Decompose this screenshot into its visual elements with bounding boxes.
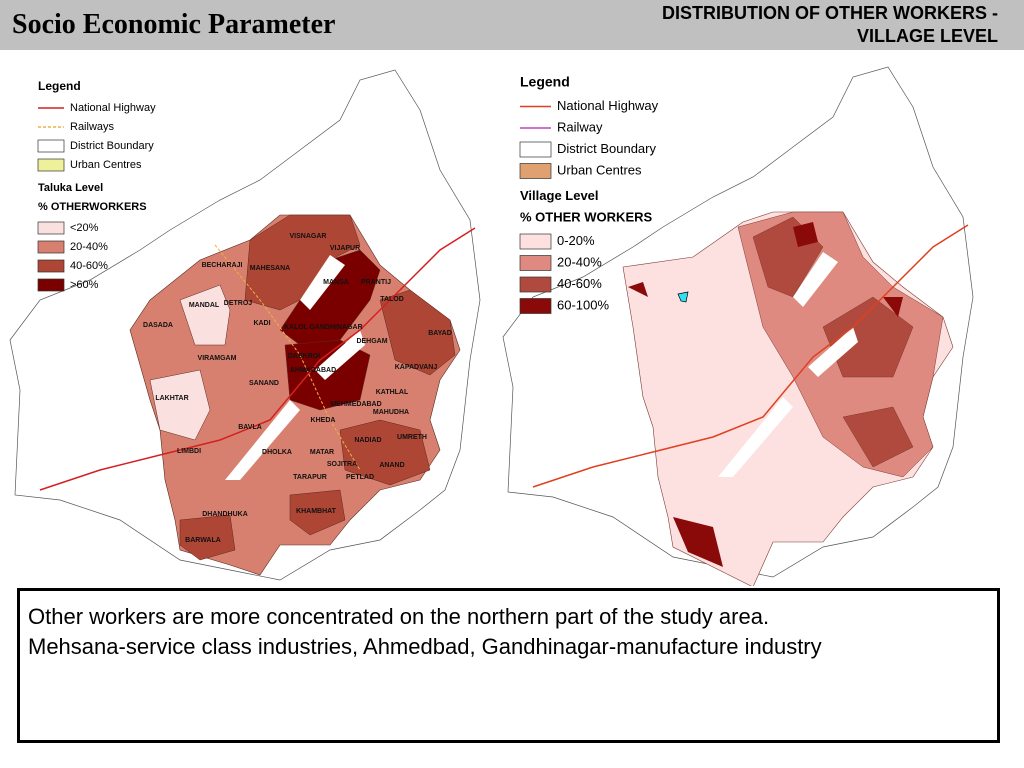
taluka-label: KATHLAL <box>376 389 409 396</box>
legend-swatch <box>519 255 552 271</box>
region <box>289 489 346 536</box>
taluka-label: KALOL <box>284 324 309 331</box>
taluka-label: MAHUDHA <box>373 409 409 416</box>
taluka-label: VISNAGAR <box>290 233 327 240</box>
legend-label: Urban Centres <box>70 159 142 171</box>
highlight <box>677 291 689 303</box>
taluka-label: DHANDHUKA <box>202 511 248 518</box>
legend-label: >60% <box>70 279 99 291</box>
legend-swatch <box>519 163 552 179</box>
taluka-label: SANAND <box>249 380 279 387</box>
legend-label: 20-40% <box>557 254 602 269</box>
left-map <box>9 69 481 581</box>
taluka-label: DASKROI <box>288 353 320 360</box>
legend-level-title: Taluka Level <box>38 182 103 194</box>
caption-box: Other workers are more concentrated on t… <box>17 588 1000 743</box>
slide-subtitle: DISTRIBUTION OF OTHER WORKERS - VILLAGE … <box>538 2 998 48</box>
legend-swatch <box>37 278 65 292</box>
legend-label: <20% <box>70 222 99 234</box>
taluka-label: KAPADVANJ <box>395 364 438 371</box>
legend-label: 40-60% <box>70 260 108 272</box>
highway <box>39 227 476 491</box>
legend-label: Railways <box>70 121 115 133</box>
taluka-label: UMRETH <box>397 434 427 441</box>
legend-measure-title: % OTHERWORKERS <box>38 201 147 213</box>
region <box>339 419 431 486</box>
taluka-label: SOJITRA <box>327 461 357 468</box>
subtitle-line: VILLAGE LEVEL <box>856 26 998 46</box>
region <box>149 369 211 441</box>
legend-label: 60-100% <box>557 297 609 312</box>
region <box>179 514 236 561</box>
taluka-label: DEHGAM <box>356 338 387 345</box>
taluka-label: MANDAL <box>189 302 220 309</box>
taluka-label: LAKHTAR <box>155 395 188 402</box>
taluka-label: TARAPUR <box>293 474 327 481</box>
region <box>279 249 381 346</box>
slide-title: Socio Economic Parameter <box>12 9 336 40</box>
legend-title: Legend <box>38 79 81 93</box>
railway <box>214 244 361 471</box>
taluka-label: MAHESANA <box>250 265 290 272</box>
caption-line: Other workers are more concentrated on t… <box>28 604 770 629</box>
taluka-label: VIJAPUR <box>330 245 360 252</box>
legend-label: 40-60% <box>557 276 602 291</box>
legend-label: National Highway <box>70 102 156 114</box>
legend-label: 0-20% <box>557 233 595 248</box>
legend-swatch <box>519 233 552 250</box>
taluka-label: MATAR <box>310 449 334 456</box>
river <box>718 252 858 477</box>
taluka-label: DASADA <box>143 322 173 329</box>
legend-label: Urban Centres <box>557 162 642 177</box>
taluka-label: PRANTIJ <box>361 279 391 286</box>
taluka-label: BAVLA <box>238 424 262 431</box>
caption-line: Mehsana-service class industries, Ahmedb… <box>28 634 822 659</box>
taluka-label: PETLAD <box>346 474 374 481</box>
taluka-label: KHEDA <box>311 417 336 424</box>
region <box>179 284 231 346</box>
highway <box>532 224 969 488</box>
legend-label: District Boundary <box>557 141 656 156</box>
taluka-label: MANSA <box>323 279 349 286</box>
legend-swatch <box>37 240 65 254</box>
legend-label: National Highway <box>557 98 659 113</box>
taluka-label: VIRAMGAM <box>198 355 237 362</box>
legend-swatch <box>519 298 552 314</box>
legend-title: Legend <box>520 74 570 90</box>
legend-label: District Boundary <box>70 140 154 152</box>
right-map <box>502 66 974 586</box>
subtitle-line: DISTRIBUTION OF OTHER WORKERS - <box>662 3 998 23</box>
legend-swatch <box>37 221 65 235</box>
taluka-label: KADI <box>253 320 270 327</box>
legend-label: Railway <box>557 119 603 134</box>
taluka-label: ANAND <box>379 462 404 469</box>
legends: Legend National Highway Railways District B… <box>37 74 659 544</box>
legend-swatch <box>37 259 65 273</box>
taluka-label: AHMADABAD <box>290 367 336 374</box>
legend-swatch <box>37 139 65 153</box>
taluka-label: LIMBDI <box>177 448 201 455</box>
taluka-label: BAYAD <box>428 330 452 337</box>
header-bar: Socio Economic Parameter DISTRIBUTION OF… <box>0 0 1024 50</box>
taluka-label: DHOLKA <box>262 449 292 456</box>
taluka-label: NADIAD <box>354 437 381 444</box>
legend-swatch <box>519 141 552 158</box>
maps: Legend National Highway Railways District B… <box>9 66 974 586</box>
taluka-label: GANDHINAGAR <box>309 324 362 331</box>
legend-label: 20-40% <box>70 241 108 253</box>
taluka-label: BARWALA <box>185 537 221 544</box>
taluka-label: DETROJ <box>224 300 253 307</box>
taluka-label: KHAMBHAT <box>296 508 337 515</box>
taluka-label: MEHMEDABAD <box>330 401 381 408</box>
legend-swatch <box>37 158 65 172</box>
legend-swatch <box>519 276 552 293</box>
taluka-label: BECHARAJI <box>202 262 243 269</box>
river <box>225 255 365 480</box>
legend-level-title: Village Level <box>520 188 599 203</box>
legend-measure-title: % OTHER WORKERS <box>520 209 653 224</box>
taluka-label: TALOD <box>380 296 404 303</box>
region <box>379 289 456 376</box>
